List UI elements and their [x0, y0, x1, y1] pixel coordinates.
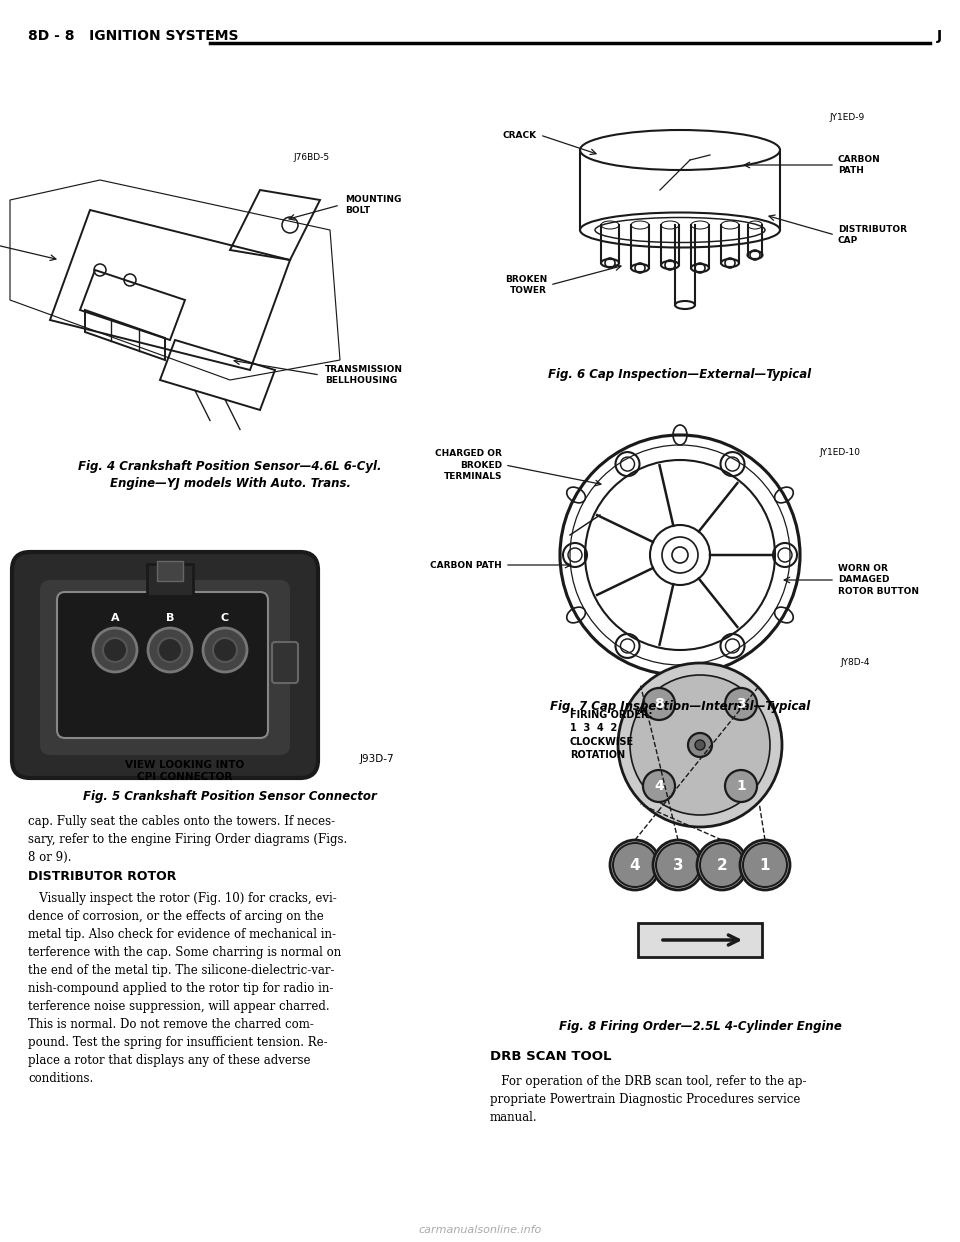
Text: 4: 4 [630, 857, 640, 872]
Text: CRACK: CRACK [503, 130, 537, 139]
Circle shape [630, 674, 770, 815]
Text: CARBON PATH: CARBON PATH [430, 560, 502, 570]
Text: carmanualsonline.info: carmanualsonline.info [419, 1225, 541, 1235]
Text: MOUNTING
BOLT: MOUNTING BOLT [345, 195, 401, 215]
Text: BROKEN
TOWER: BROKEN TOWER [505, 274, 547, 296]
Circle shape [158, 638, 182, 662]
Text: Fig. 5 Crankshaft Position Sensor Connector: Fig. 5 Crankshaft Position Sensor Connec… [84, 790, 377, 804]
Text: 4: 4 [654, 779, 664, 792]
Text: cap. Fully seat the cables onto the towers. If neces-
sary, refer to the engine : cap. Fully seat the cables onto the towe… [28, 815, 348, 864]
Text: VIEW LOOKING INTO
CPI CONNECTOR: VIEW LOOKING INTO CPI CONNECTOR [126, 760, 245, 782]
Text: Fig. 4 Crankshaft Position Sensor—4.6L 6-Cyl.
Engine—YJ models With Auto. Trans.: Fig. 4 Crankshaft Position Sensor—4.6L 6… [79, 460, 382, 491]
Text: 1: 1 [759, 857, 770, 872]
FancyBboxPatch shape [157, 561, 183, 581]
Text: DISTRIBUTOR ROTOR: DISTRIBUTOR ROTOR [28, 869, 177, 883]
Text: JY8D-4: JY8D-4 [841, 658, 870, 667]
Text: CHARGED OR
BROKED
TERMINALS: CHARGED OR BROKED TERMINALS [435, 450, 502, 481]
Circle shape [203, 628, 247, 672]
Text: A: A [110, 614, 119, 623]
Text: Fig. 7 Cap Inspection—Internal—Typical: Fig. 7 Cap Inspection—Internal—Typical [550, 700, 810, 713]
Text: For operation of the DRB scan tool, refer to the ap-
propriate Powertrain Diagno: For operation of the DRB scan tool, refe… [490, 1076, 806, 1124]
Circle shape [103, 638, 127, 662]
Circle shape [656, 843, 700, 887]
Circle shape [695, 740, 705, 750]
Text: DISTRIBUTOR
CAP: DISTRIBUTOR CAP [838, 225, 907, 245]
Circle shape [93, 628, 137, 672]
Circle shape [740, 840, 790, 891]
Circle shape [643, 770, 675, 802]
Text: CARBON
PATH: CARBON PATH [838, 155, 880, 175]
Circle shape [725, 688, 757, 720]
FancyBboxPatch shape [40, 580, 290, 755]
FancyBboxPatch shape [57, 592, 268, 738]
Text: Fig. 8 Firing Order—2.5L 4-Cylinder Engine: Fig. 8 Firing Order—2.5L 4-Cylinder Engi… [559, 1020, 841, 1033]
Circle shape [700, 843, 744, 887]
Text: C: C [221, 614, 229, 623]
Circle shape [613, 843, 657, 887]
Text: 1: 1 [736, 779, 746, 792]
Text: 2: 2 [716, 857, 728, 872]
Circle shape [725, 770, 757, 802]
FancyBboxPatch shape [272, 642, 298, 683]
Text: 3: 3 [673, 857, 684, 872]
Circle shape [610, 840, 660, 891]
Circle shape [618, 663, 782, 827]
Text: FIRING ORDER:
1  3  4  2
CLOCKWISE
ROTATION: FIRING ORDER: 1 3 4 2 CLOCKWISE ROTATION [570, 710, 653, 760]
Text: TRANSMISSION
BELLHOUSING: TRANSMISSION BELLHOUSING [325, 365, 403, 385]
Circle shape [697, 840, 747, 891]
Text: JY1ED-9: JY1ED-9 [829, 113, 865, 122]
FancyBboxPatch shape [638, 923, 762, 958]
Text: WORN OR
DAMAGED
ROTOR BUTTON: WORN OR DAMAGED ROTOR BUTTON [838, 564, 919, 596]
FancyBboxPatch shape [147, 564, 193, 596]
Text: B: B [166, 614, 174, 623]
Text: Visually inspect the rotor (Fig. 10) for cracks, evi-
dence of corrosion, or the: Visually inspect the rotor (Fig. 10) for… [28, 892, 341, 1086]
Circle shape [653, 840, 703, 891]
Circle shape [643, 688, 675, 720]
Text: 8D - 8   IGNITION SYSTEMS: 8D - 8 IGNITION SYSTEMS [28, 29, 238, 43]
Text: J76BD-5: J76BD-5 [294, 153, 330, 161]
Text: Fig. 6 Cap Inspection—External—Typical: Fig. 6 Cap Inspection—External—Typical [548, 368, 811, 381]
FancyBboxPatch shape [12, 551, 318, 777]
Circle shape [213, 638, 237, 662]
Circle shape [688, 733, 712, 758]
Circle shape [743, 843, 787, 887]
Text: J93D-7: J93D-7 [360, 754, 395, 764]
Text: JY1ED-10: JY1ED-10 [819, 448, 860, 457]
Text: 3: 3 [736, 697, 746, 710]
Text: DRB SCAN TOOL: DRB SCAN TOOL [490, 1049, 612, 1063]
Text: 8: 8 [654, 697, 664, 710]
Text: J: J [937, 29, 942, 43]
Circle shape [148, 628, 192, 672]
